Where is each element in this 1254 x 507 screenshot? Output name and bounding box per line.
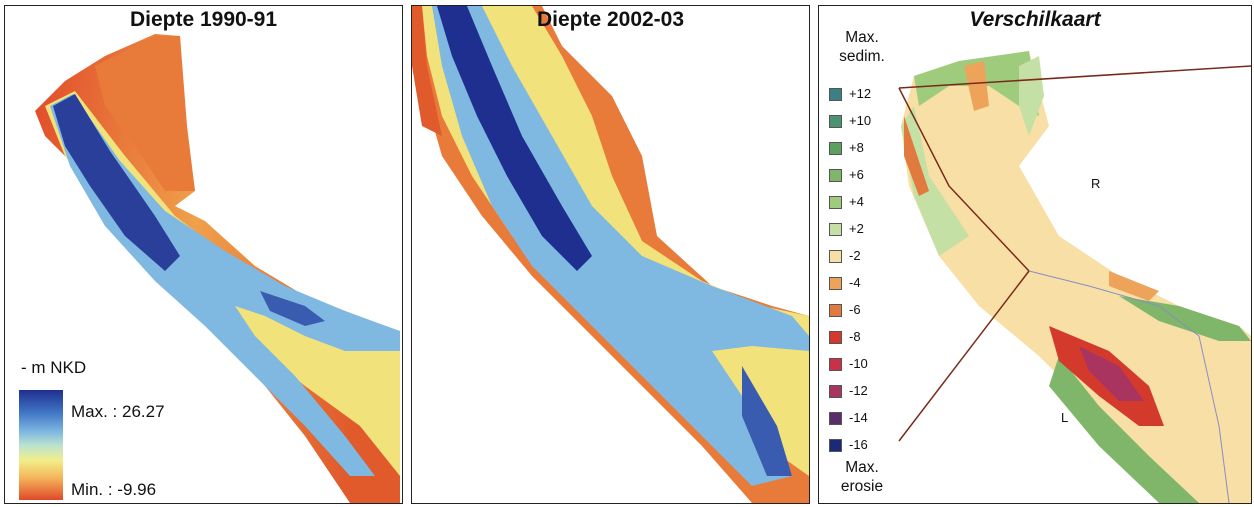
- legend-swatch: [829, 304, 842, 317]
- legend-swatch: [829, 277, 842, 290]
- panel-depth-2002: Diepte 2002-03: [411, 5, 810, 504]
- channel-area: [432, 6, 809, 486]
- legend-max-label: Max. : 26.27: [71, 402, 165, 421]
- legend-class-label: -16: [849, 437, 868, 452]
- panel-title: Verschilkaart: [969, 8, 1101, 31]
- panel-title: Diepte 2002-03: [536, 8, 685, 31]
- legend-max-erosion: Max. erosie: [840, 459, 884, 495]
- deep-channel: [437, 6, 592, 271]
- legend-class-label: +10: [849, 113, 872, 128]
- legend-class-label: -12: [849, 383, 868, 398]
- depth-color-ramp: [19, 390, 63, 500]
- legend-max-sedimentation: Max. sedim.: [839, 29, 885, 65]
- deep-channel: [53, 94, 180, 271]
- legend-swatch: [829, 88, 842, 101]
- panel-depth-1990: Diepte 1990-91 - m NKD Max. : 26.27 Min.…: [4, 5, 403, 504]
- legend-swatch: [829, 250, 842, 263]
- difference-area: [901, 51, 1251, 503]
- legend-swatch: [829, 169, 842, 182]
- legend-class-label: -6: [849, 302, 861, 317]
- legend-class-label: -10: [849, 356, 868, 371]
- legend-class-label: -8: [849, 329, 861, 344]
- legend-swatch: [829, 115, 842, 128]
- legend-class-label: +4: [849, 194, 864, 209]
- legend-swatch: [829, 223, 842, 236]
- depth-map-1990: [35, 34, 400, 503]
- legend-swatch: [829, 142, 842, 155]
- map-label-left-bank: L: [1061, 410, 1069, 425]
- legend-title: - m NKD: [21, 358, 87, 377]
- legend-swatch: [829, 439, 842, 452]
- legend-class-label: +12: [849, 86, 872, 101]
- channel-area: [50, 94, 400, 476]
- legend-class-label: +6: [849, 167, 864, 182]
- legend-swatch: [829, 196, 842, 209]
- legend-class-label: -4: [849, 275, 861, 290]
- legend-swatch: [829, 412, 842, 425]
- legend-swatch: [829, 385, 842, 398]
- legend-class-label: -2: [849, 248, 861, 263]
- map-label-right-bank: R: [1091, 176, 1101, 191]
- legend-swatch: [829, 331, 842, 344]
- legend-min-label: Min. : -9.96: [71, 480, 157, 499]
- legend-class-label: -14: [849, 410, 868, 425]
- legend-class-label: +8: [849, 140, 864, 155]
- panel-difference-map: Verschilkaart Max. sedim. +12 +10 +8 +6 +4 +2…: [818, 5, 1252, 504]
- legend-swatch: [829, 358, 842, 371]
- panel-title: Diepte 1990-91: [129, 8, 278, 31]
- upper-bank: [95, 36, 195, 191]
- depth-map-2002: [412, 6, 809, 503]
- difference-map: [898, 51, 1251, 503]
- legend-class-label: +2: [849, 221, 864, 236]
